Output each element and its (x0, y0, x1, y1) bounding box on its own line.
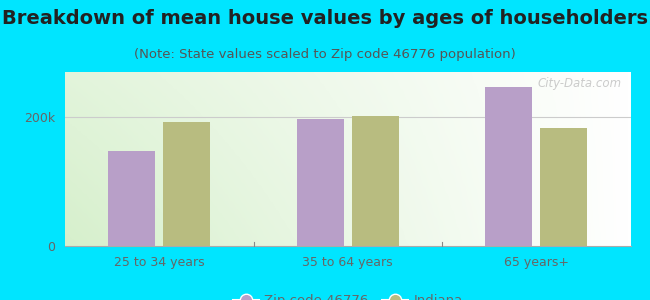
Bar (163, 122, 210, 246)
Bar (486, 87, 532, 246)
Legend: Zip code 46776, Indiana: Zip code 46776, Indiana (227, 289, 468, 300)
Bar (109, 151, 155, 246)
Bar (540, 128, 587, 246)
Bar (297, 119, 344, 246)
Bar (352, 116, 398, 246)
Text: (Note: State values scaled to Zip code 46776 population): (Note: State values scaled to Zip code 4… (134, 48, 516, 61)
Text: Breakdown of mean house values by ages of householders: Breakdown of mean house values by ages o… (2, 9, 648, 28)
Text: City-Data.com: City-Data.com (538, 77, 622, 90)
